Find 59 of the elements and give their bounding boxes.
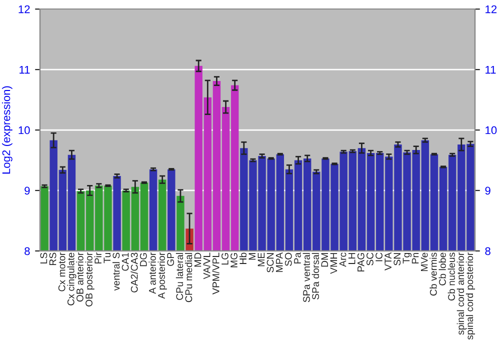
x-tick-label: SN bbox=[394, 253, 401, 266]
x-tick-label: CPu medial bbox=[185, 252, 192, 302]
y-tick-label: 9 bbox=[24, 186, 30, 195]
x-tick-label: A anterior bbox=[148, 252, 156, 294]
x-tick-label: Cx motor bbox=[58, 252, 66, 292]
x-tick-label: DM bbox=[321, 253, 328, 267]
y2-tick-label: 10 bbox=[486, 126, 497, 134]
x-tick-label: M bbox=[248, 253, 256, 260]
x-tick-label: DG bbox=[140, 253, 147, 266]
x-tick-label: A posterior bbox=[158, 252, 167, 299]
x-tick-label: PAG bbox=[357, 253, 364, 272]
x-tick-label: MPA bbox=[276, 252, 283, 272]
x-tick-label: ventral S bbox=[112, 252, 120, 291]
x-tick-label: Pn bbox=[412, 252, 419, 264]
x-tick-label: Tu bbox=[104, 252, 111, 264]
y-tick-label: 11 bbox=[20, 66, 30, 74]
x-tick-label: RS bbox=[49, 252, 56, 266]
x-tick-label: IC bbox=[376, 252, 382, 262]
x-tick-label: Pir bbox=[94, 252, 102, 264]
x-tick-label: Cb vermis bbox=[430, 252, 437, 296]
x-tick-label: OB posterior bbox=[85, 252, 94, 306]
x-tick-label: spinal cord posterior bbox=[466, 252, 475, 340]
x-tick-label: LS bbox=[40, 252, 48, 264]
x-tick-label: Cb lobe bbox=[438, 252, 446, 286]
x-tick-label: GP bbox=[167, 252, 174, 266]
y2-tick-label: 11 bbox=[486, 66, 496, 74]
x-tick-label: OB anterior bbox=[76, 252, 84, 302]
x-tick-label: VMH bbox=[330, 253, 338, 274]
y-axis-title: Log2 (expression) bbox=[2, 86, 12, 174]
x-tick-label: SO bbox=[284, 252, 292, 266]
y2-tick-label: 8 bbox=[485, 247, 490, 256]
x-tick-label: CA1 bbox=[122, 252, 129, 271]
x-tick-label: SPa ventral bbox=[302, 252, 310, 302]
x-tick-label: VPM/VPL bbox=[212, 252, 220, 294]
x-tick-label: Arc bbox=[339, 252, 346, 267]
x-tick-label: SCN bbox=[266, 253, 274, 272]
x-tick-label: VA/VL bbox=[203, 252, 210, 280]
x-tick-label: MVe bbox=[420, 252, 428, 271]
x-tick-label: Cx cingulate bbox=[67, 252, 76, 306]
y-tick-label: 8 bbox=[24, 247, 30, 256]
x-tick-label: LG bbox=[222, 253, 228, 265]
x-tick-label: Pa bbox=[294, 252, 301, 264]
y-tick-label: 12 bbox=[18, 5, 30, 14]
x-tick-label: CA2/CA3 bbox=[130, 252, 138, 292]
x-tick-label: Hb bbox=[239, 252, 247, 264]
x-tick-label: SC bbox=[366, 252, 374, 266]
x-tick-label: LH bbox=[348, 253, 356, 264]
x-tick-label: Tg bbox=[402, 252, 412, 264]
y2-tick-label: 9 bbox=[485, 186, 490, 195]
y2-tick-label: 12 bbox=[486, 5, 497, 14]
x-tick-label: ME bbox=[258, 252, 265, 266]
x-tick-label: spinal cord anterior bbox=[456, 252, 466, 335]
y-tick-label: 10 bbox=[18, 126, 30, 134]
x-tick-label: Cb nucleus bbox=[448, 252, 455, 300]
x-tick-label: CPu lateral bbox=[176, 252, 184, 300]
x-tick-label: VTA bbox=[384, 252, 392, 270]
x-tick-label: MG bbox=[230, 253, 238, 268]
x-tick-label: MD bbox=[194, 252, 202, 267]
x-tick-label: SPa dorsal bbox=[312, 252, 320, 300]
